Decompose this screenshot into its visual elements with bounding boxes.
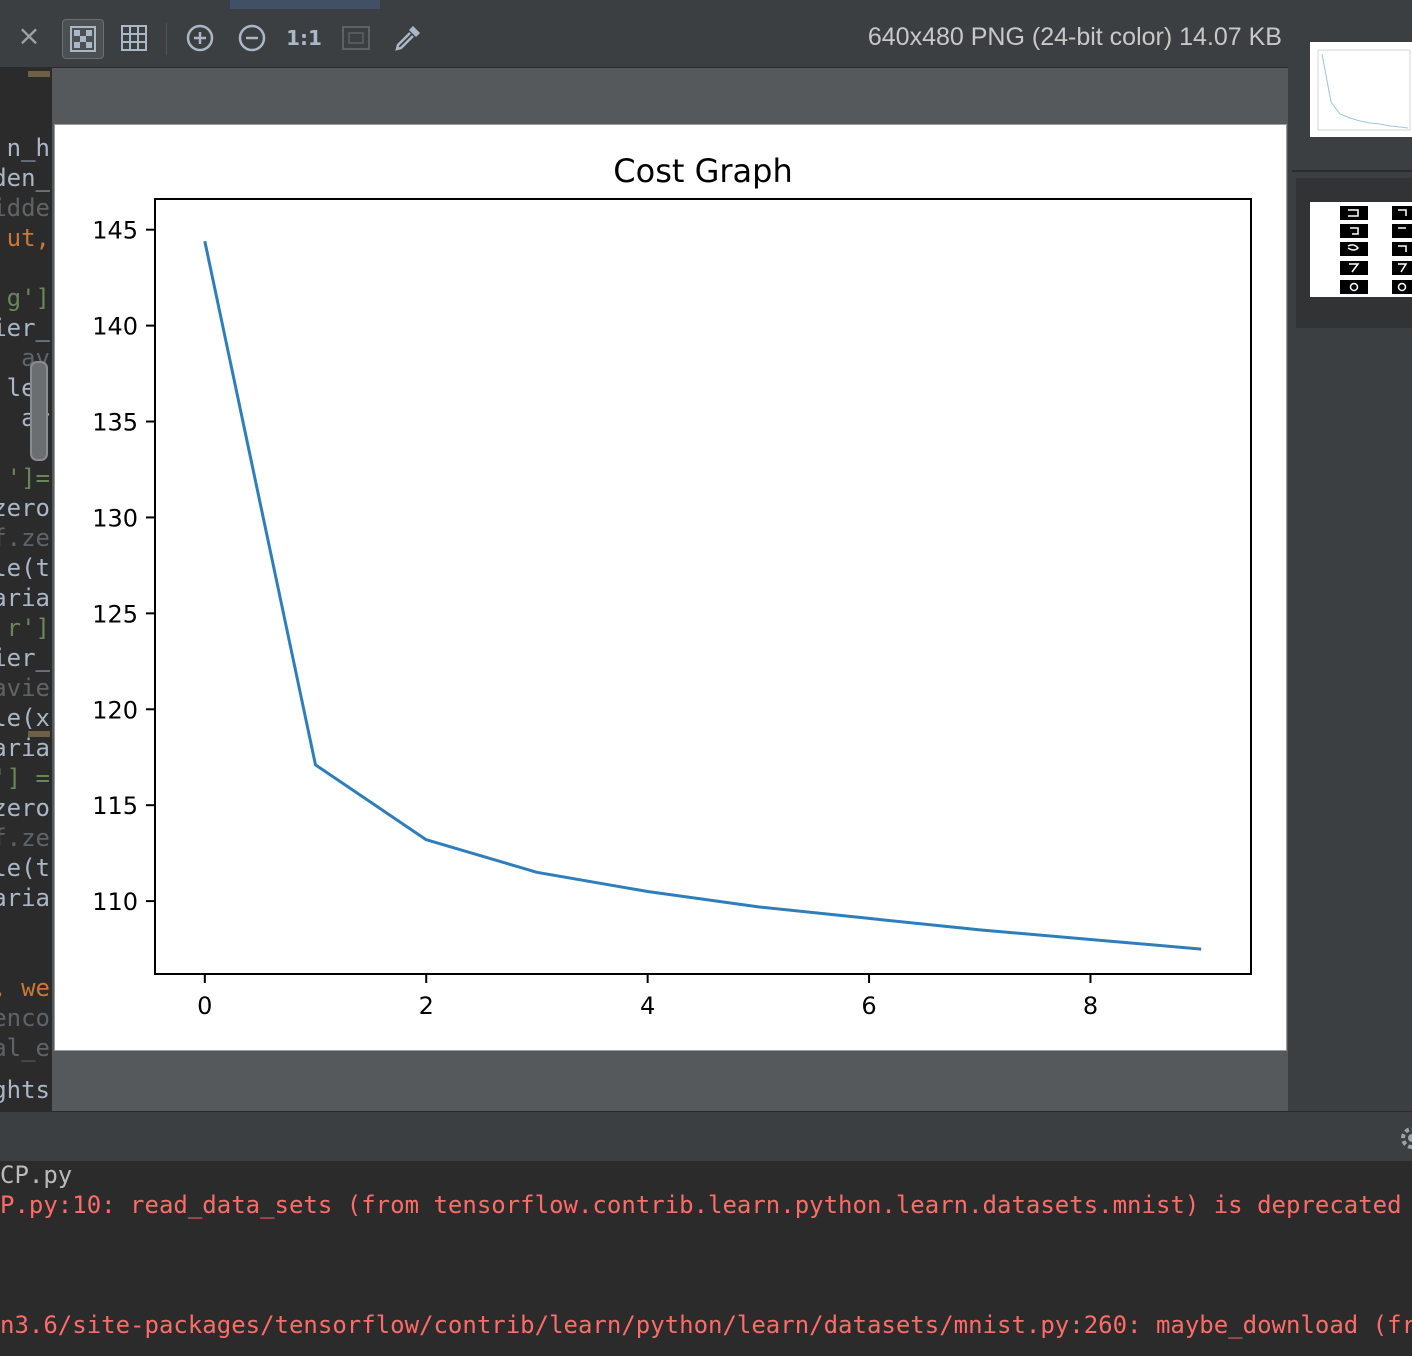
y-tick-label: 120 — [92, 696, 138, 724]
chessboard-toggle-button[interactable] — [62, 19, 104, 59]
zoom-out-icon — [238, 24, 266, 52]
top-tab-strip — [0, 0, 1412, 9]
console-warning-line: n3.6/site-packages/tensorflow/contrib/le… — [0, 1311, 1412, 1339]
gear-icon[interactable] — [1392, 1124, 1412, 1152]
panel-divider — [1292, 170, 1412, 172]
y-tick-label: 140 — [92, 313, 138, 341]
thumbnails-panel — [1288, 9, 1412, 1111]
code-line: ']= — [6, 464, 50, 492]
console-warning-line: P.py:10: read_data_sets (from tensorflow… — [0, 1191, 1412, 1219]
code-line: le(x — [0, 704, 50, 732]
code-line: '] = — [0, 764, 50, 792]
grid-toggle-button[interactable] — [114, 19, 154, 57]
run-panel-header — [0, 1111, 1412, 1162]
x-tick-label: 6 — [861, 992, 876, 1020]
code-line: aria — [0, 734, 50, 762]
zoom-in-icon — [186, 24, 214, 52]
y-tick-label: 135 — [92, 409, 138, 437]
cost-graph-chart: Cost Graph 110 115 120 125 130 135 140 145 0 2 4 6 8 — [92, 152, 1252, 1020]
y-tick-label: 115 — [92, 792, 138, 820]
code-line: f.ze — [0, 824, 50, 852]
code-line: n_h — [6, 134, 50, 162]
gutter-marker — [28, 731, 50, 737]
console-line: CP.py — [0, 1161, 73, 1189]
thumbnail-mnist-digits[interactable] — [1310, 202, 1412, 297]
plot-frame — [154, 198, 1252, 975]
image-viewer-toolbar: × 1:1 — [0, 9, 1290, 68]
x-tick-label: 0 — [197, 992, 212, 1020]
eyedropper-icon — [395, 26, 420, 51]
code-line: ier_ — [0, 644, 50, 672]
y-tick-label: 145 — [92, 217, 138, 245]
code-line: , we — [0, 974, 50, 1002]
grid-icon — [121, 25, 147, 51]
image-info-text: 640x480 PNG (24-bit color) 14.07 KB — [867, 23, 1282, 51]
actual-size-label: 1:1 — [286, 26, 322, 50]
close-icon[interactable]: × — [17, 19, 41, 52]
series-line-0 — [203, 240, 1202, 951]
x-tick-label: 2 — [419, 992, 434, 1020]
code-line: eights — [0, 1076, 50, 1104]
toolbar-separator — [166, 23, 167, 55]
code-line: g'] — [6, 284, 50, 312]
code-line: ier_ — [0, 314, 50, 342]
x-tick-label: 8 — [1083, 992, 1098, 1020]
run-console-output[interactable]: CP.py P.py:10: read_data_sets (from tens… — [0, 1161, 1412, 1356]
x-tick-label: 4 — [640, 992, 655, 1020]
code-line: aria — [0, 884, 50, 912]
chart-title: Cost Graph — [613, 152, 792, 190]
y-tick-label: 130 — [92, 504, 138, 532]
code-line: al_e — [0, 1034, 50, 1062]
code-line: r'] — [6, 614, 50, 642]
gutter-marker — [28, 71, 50, 77]
color-picker-button[interactable] — [388, 19, 428, 57]
y-tick-label: 125 — [92, 600, 138, 628]
y-tick-label: 110 — [92, 888, 138, 916]
fit-to-window-button[interactable] — [336, 19, 376, 57]
code-line: aria — [0, 584, 50, 612]
code-line: zero — [0, 494, 50, 522]
code-line: le(t — [0, 554, 50, 582]
code-line: idde — [0, 194, 50, 222]
fit-window-icon — [342, 26, 370, 50]
code-line: f.ze — [0, 524, 50, 552]
code-editor-fragment[interactable]: n_h den_ idde ut, g'] ier_ av le( ar ']=… — [0, 9, 52, 1111]
editor-scrollbar-thumb[interactable] — [30, 361, 48, 461]
thumbnail-cost-graph[interactable] — [1310, 42, 1412, 137]
thumbnail-digits-image — [1340, 206, 1412, 294]
code-line: avie — [0, 674, 50, 702]
chessboard-icon — [70, 26, 96, 52]
thumbnail-chart-image — [1317, 49, 1411, 131]
code-line: ut, — [6, 224, 50, 252]
zoom-out-button[interactable] — [232, 19, 272, 57]
code-line: den_ — [0, 164, 50, 192]
zoom-in-button[interactable] — [180, 19, 220, 57]
active-tab-indicator — [230, 0, 380, 9]
image-preview: Cost Graph 110 115 120 125 130 135 140 145 0 2 4 6 8 — [54, 124, 1287, 1051]
actual-size-button[interactable]: 1:1 — [284, 19, 324, 57]
code-line: le(t — [0, 854, 50, 882]
code-line: zero — [0, 794, 50, 822]
